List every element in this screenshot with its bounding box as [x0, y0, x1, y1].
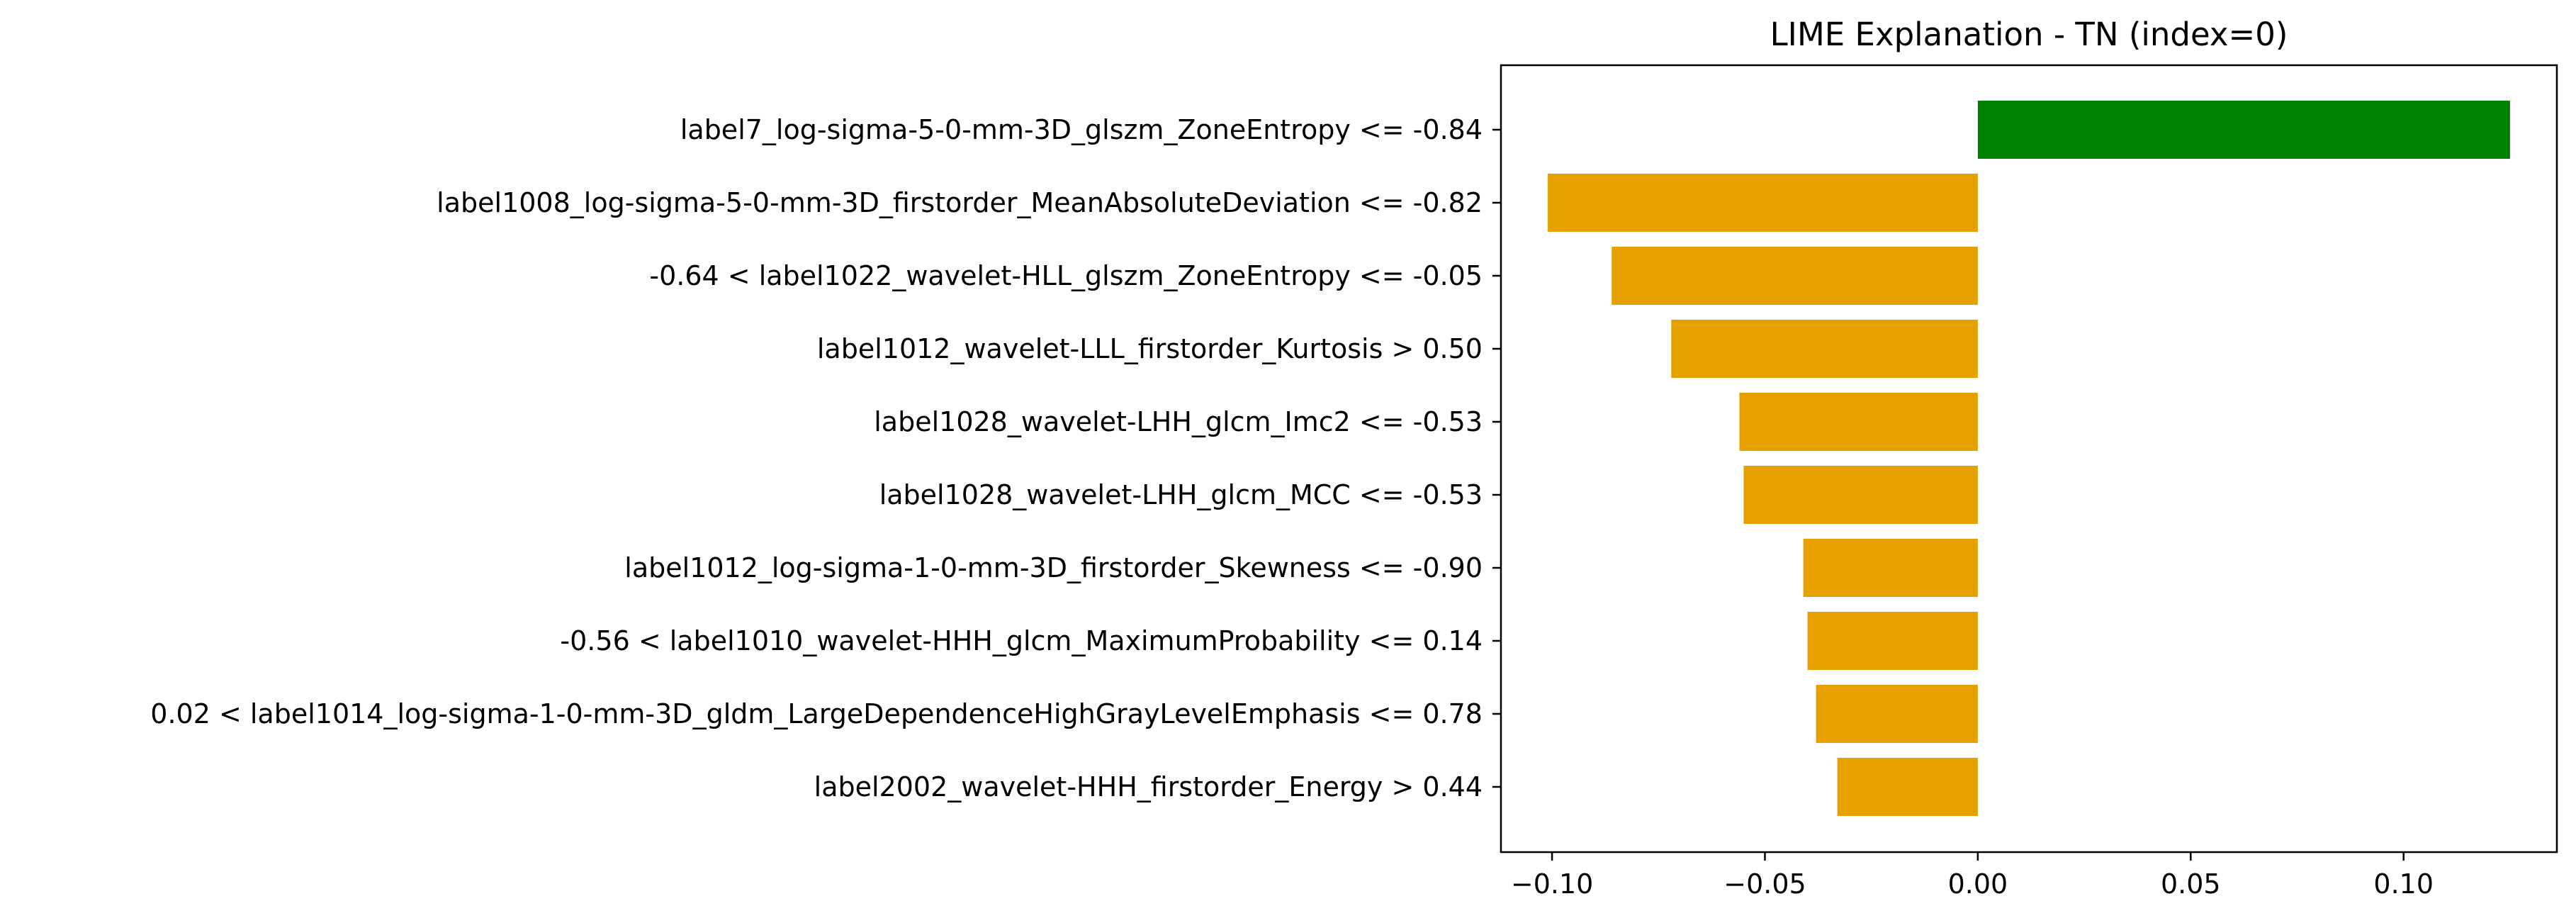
bar-0 [1977, 101, 2510, 159]
x-tick-labels: −0.10 −0.05 0.00 0.05 0.10 [1511, 852, 2434, 900]
bar-8 [1816, 685, 1978, 743]
plot-frame [1500, 64, 2558, 854]
bar-9 [1837, 758, 1978, 816]
y-tick-labels: label7_log-sigma-5-0-mm-3D_glszm_ZoneEnt… [150, 114, 1501, 802]
y-tick-label-3: label1012_wavelet-LLL_firstorder_Kurtosi… [817, 333, 1483, 364]
bar-3 [1671, 320, 1978, 378]
bar-4 [1739, 393, 1978, 451]
x-tick-label-2: 0.00 [1948, 868, 2008, 900]
y-tick-label-0: label7_log-sigma-5-0-mm-3D_glszm_ZoneEnt… [680, 114, 1483, 145]
y-tick-label-8: 0.02 < label1014_log-sigma-1-0-mm-3D_gld… [150, 698, 1483, 729]
y-tick-label-9: label2002_wavelet-HHH_firstorder_Energy … [814, 771, 1483, 802]
bar-6 [1803, 539, 1978, 597]
y-tick-label-2: -0.64 < label1022_wavelet-HLL_glszm_Zone… [649, 260, 1483, 291]
y-tick-label-4: label1028_wavelet-LHH_glcm_Imc2 <= -0.53 [874, 406, 1483, 437]
y-tick-label-1: label1008_log-sigma-5-0-mm-3D_firstorder… [437, 187, 1483, 218]
bars-group [1548, 101, 2510, 816]
x-tick-label-3: 0.05 [2161, 868, 2221, 900]
bar-7 [1807, 612, 1978, 670]
x-tick-label-0: −0.10 [1511, 868, 1593, 900]
y-tick-label-5: label1028_wavelet-LHH_glcm_MCC <= -0.53 [879, 479, 1483, 510]
y-tick-label-6: label1012_log-sigma-1-0-mm-3D_firstorder… [624, 552, 1483, 583]
bar-2 [1612, 247, 1978, 305]
y-tick-label-7: -0.56 < label1010_wavelet-HHH_glcm_Maxim… [560, 625, 1483, 656]
bar-1 [1548, 174, 1978, 232]
x-tick-label-1: −0.05 [1723, 868, 1806, 900]
chart-title: LIME Explanation - TN (index=0) [1770, 16, 2288, 53]
x-tick-label-4: 0.10 [2373, 868, 2434, 900]
bar-5 [1743, 466, 1978, 524]
